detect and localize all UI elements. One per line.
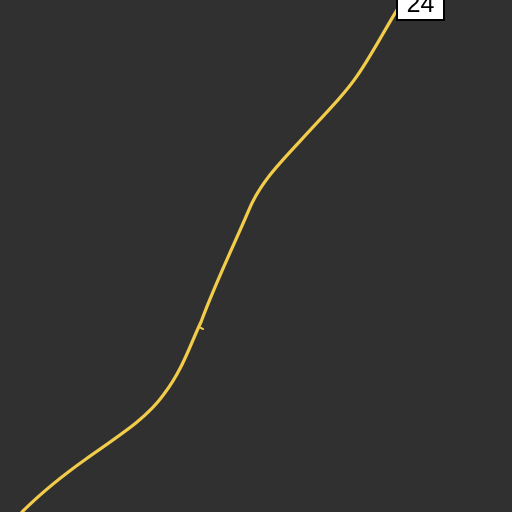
road-junction-tick xyxy=(198,326,204,330)
route-shield-number: 24 xyxy=(407,0,435,18)
route-shield-background xyxy=(396,0,445,21)
route-shield-24[interactable]: 24 xyxy=(396,0,445,21)
highway-road-line[interactable] xyxy=(20,8,399,512)
